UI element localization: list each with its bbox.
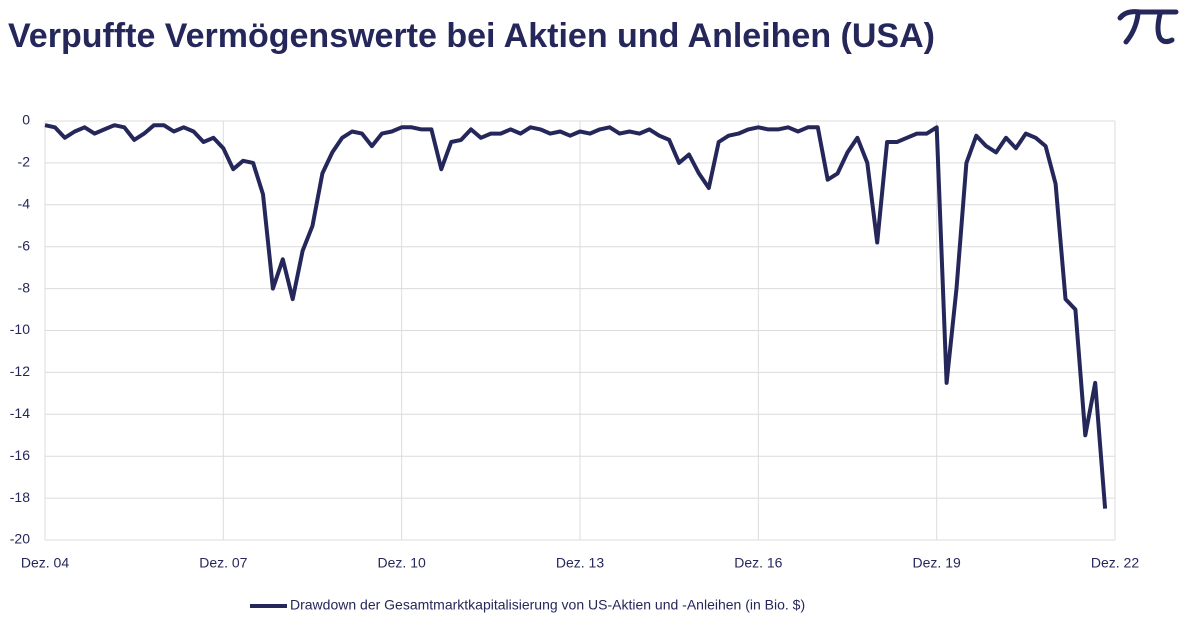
line-series <box>44 123 1108 509</box>
x-tick-label: Dez. 16 <box>734 555 782 571</box>
y-tick-label: -12 <box>10 363 30 379</box>
x-tick-label: Dez. 04 <box>21 555 69 571</box>
y-tick-label: -10 <box>10 321 30 337</box>
x-tick-label: Dez. 07 <box>199 555 247 571</box>
x-tick-label: Dez. 19 <box>913 555 961 571</box>
y-tick-label: -8 <box>18 279 31 295</box>
y-tick-label: -18 <box>10 489 30 505</box>
y-tick-label: -6 <box>18 237 31 253</box>
y-tick-label: -20 <box>10 531 30 547</box>
y-tick-label: -16 <box>10 447 30 463</box>
y-tick-label: 0 <box>22 112 30 128</box>
y-tick-label: -4 <box>18 196 31 212</box>
x-tick-label: Dez. 13 <box>556 555 604 571</box>
logo <box>1117 9 1179 45</box>
chart-title: Verpuffte Vermögenswerte bei Aktien und … <box>8 17 935 55</box>
y-tick-label: -2 <box>18 154 31 170</box>
x-tick-label: Dez. 22 <box>1091 555 1139 571</box>
x-tick-label: Dez. 10 <box>378 555 426 571</box>
y-tick-label: -14 <box>10 405 30 421</box>
legend-label: Drawdown der Gesamtmarktkapitalisierung … <box>290 597 805 613</box>
